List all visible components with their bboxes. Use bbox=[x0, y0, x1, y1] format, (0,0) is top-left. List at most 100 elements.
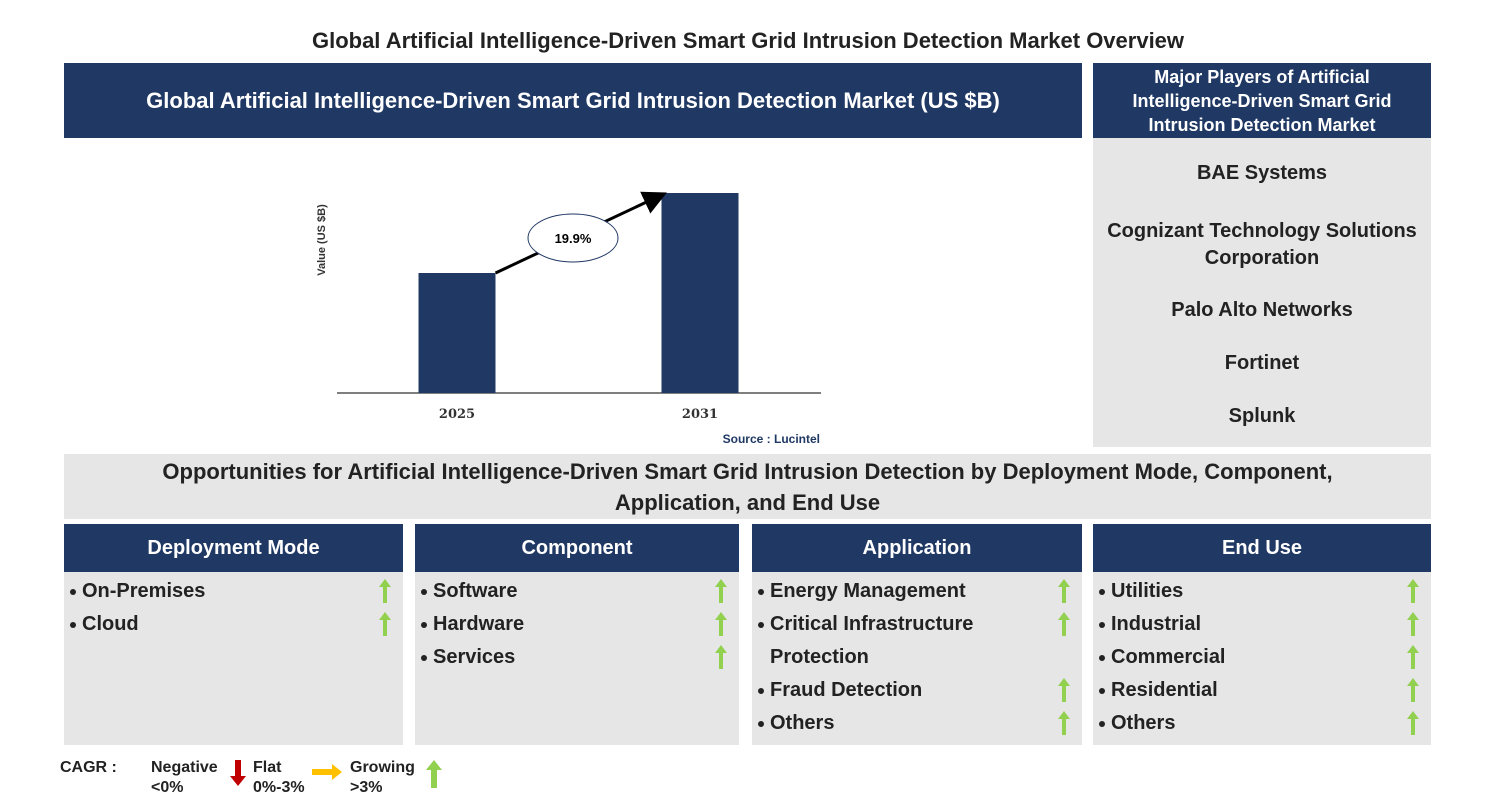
column-body: Energy Management Critical Infrastructure… bbox=[752, 572, 1082, 745]
item-list: Software Hardware Services bbox=[415, 575, 739, 674]
chart: Value (US $B) Source : Lucintel 2025 2031… bbox=[316, 191, 821, 446]
growth-arrow bbox=[1407, 579, 1419, 603]
item-text: Energy Management bbox=[770, 580, 966, 602]
x-tick-label: 2025 bbox=[439, 407, 475, 422]
item: Cloud bbox=[68, 608, 391, 641]
players-list: BAE Systems Cognizant Technology Solution… bbox=[1093, 138, 1431, 447]
arrow-shape bbox=[379, 579, 391, 603]
column-header: Component bbox=[415, 524, 739, 572]
growth-arrow bbox=[379, 612, 391, 636]
column-body: Software Hardware Services bbox=[415, 572, 739, 745]
up-arrow bbox=[426, 760, 442, 788]
right-arrow bbox=[312, 764, 342, 780]
item-text: Residential bbox=[1111, 679, 1218, 701]
text: >3% bbox=[350, 779, 383, 796]
y-axis-label: Value (US $B) bbox=[316, 204, 328, 276]
item: Others bbox=[1097, 707, 1419, 740]
item-list: On-Premises Cloud bbox=[64, 575, 403, 641]
bar bbox=[418, 273, 496, 393]
arrow-shape bbox=[1407, 678, 1419, 702]
text: Growing bbox=[350, 759, 415, 776]
bar bbox=[661, 193, 739, 393]
item-text: Cloud bbox=[82, 613, 139, 635]
item-list: Energy Management Critical Infrastructure… bbox=[752, 575, 1082, 740]
arrow-shape bbox=[1407, 579, 1419, 603]
item: Services bbox=[419, 641, 727, 674]
growth-arrow bbox=[1058, 579, 1070, 603]
column-header: End Use bbox=[1093, 524, 1431, 572]
legend-label: CAGR : bbox=[60, 759, 117, 776]
item-text: On-Premises bbox=[82, 580, 206, 602]
legend-negative: Negative <0% bbox=[151, 758, 218, 798]
text: <0% bbox=[151, 779, 184, 796]
column-body: Utilities Industrial Commercial Residential… bbox=[1093, 572, 1431, 745]
arrow-shape bbox=[1058, 612, 1070, 636]
player: Fortinet bbox=[1224, 352, 1300, 374]
item: Others bbox=[756, 707, 1070, 740]
item-text: Others bbox=[770, 712, 835, 734]
arrow-shape bbox=[715, 579, 727, 603]
growth-arrow bbox=[1058, 678, 1070, 702]
item-text: Critical Infrastructure Protection bbox=[770, 613, 974, 668]
growth-arrow bbox=[1407, 612, 1419, 636]
players-header: Major Players of Artificial Intelligence… bbox=[1093, 63, 1431, 138]
item: Residential bbox=[1097, 674, 1419, 707]
opportunities-title: Opportunities for Artificial Intelligenc… bbox=[64, 454, 1431, 519]
item-text: Hardware bbox=[433, 613, 525, 635]
item: Fraud Detection bbox=[756, 674, 1070, 707]
item-list: Utilities Industrial Commercial Residential… bbox=[1093, 575, 1431, 740]
item: Industrial bbox=[1097, 608, 1419, 641]
legend-flat: Flat 0%-3% bbox=[253, 758, 305, 798]
item: Software bbox=[419, 575, 727, 608]
growth-arrow bbox=[1407, 645, 1419, 669]
item: On-Premises bbox=[68, 575, 391, 608]
players-header-box: Major Players of Artificial Intelligence… bbox=[1093, 63, 1431, 138]
column-body: On-Premises Cloud bbox=[64, 572, 403, 745]
text: 0%-3% bbox=[253, 779, 305, 796]
growth-arrow bbox=[1407, 711, 1419, 735]
item: Commercial bbox=[1097, 641, 1419, 674]
text: Flat bbox=[253, 759, 282, 776]
player: Splunk bbox=[1228, 405, 1296, 427]
market-header: Global Artificial Intelligence-Driven Sm… bbox=[64, 63, 1082, 138]
arrow-shape bbox=[379, 612, 391, 636]
page-title: Global Artificial Intelligence-Driven Sm… bbox=[311, 28, 1185, 53]
item: Energy Management bbox=[756, 575, 1070, 608]
arrow-shape bbox=[715, 612, 727, 636]
arrow-shape bbox=[1058, 678, 1070, 702]
item-text: Utilities bbox=[1111, 580, 1184, 602]
column-header: Deployment Mode bbox=[64, 524, 403, 572]
arrow-shape bbox=[1058, 579, 1070, 603]
text: Negative bbox=[151, 759, 218, 776]
legend-growing: Growing >3% bbox=[350, 758, 415, 798]
column-header: Application bbox=[752, 524, 1082, 572]
down-arrow bbox=[230, 760, 246, 786]
growth-arrow bbox=[715, 612, 727, 636]
item: Hardware bbox=[419, 608, 727, 641]
arrow-shape bbox=[1407, 711, 1419, 735]
cagr-label: 19.9% bbox=[555, 231, 592, 246]
x-tick-label: 2031 bbox=[682, 407, 718, 422]
growth-arrow bbox=[379, 579, 391, 603]
item-text: Commercial bbox=[1111, 646, 1226, 668]
item-text: Industrial bbox=[1111, 613, 1202, 635]
item-text: Services bbox=[433, 646, 516, 668]
arrow-shape bbox=[715, 645, 727, 669]
arrow-shape bbox=[1058, 711, 1070, 735]
player: Palo Alto Networks bbox=[1171, 299, 1353, 321]
player: Cognizant Technology Solutions Corporati… bbox=[1107, 220, 1417, 269]
growth-arrow bbox=[1407, 678, 1419, 702]
item-text: Software bbox=[433, 580, 518, 602]
item: Utilities bbox=[1097, 575, 1419, 608]
growth-arrow bbox=[715, 645, 727, 669]
growth-arrow bbox=[715, 579, 727, 603]
source: Source : Lucintel bbox=[723, 432, 820, 446]
growth-arrow bbox=[1058, 612, 1070, 636]
item: Critical Infrastructure Protection bbox=[756, 608, 1070, 674]
arrow-shape bbox=[1407, 645, 1419, 669]
arrow-shape bbox=[1407, 612, 1419, 636]
item-text: Fraud Detection bbox=[770, 679, 923, 701]
growth-arrow bbox=[1058, 711, 1070, 735]
cagr-ellipse bbox=[527, 213, 619, 263]
